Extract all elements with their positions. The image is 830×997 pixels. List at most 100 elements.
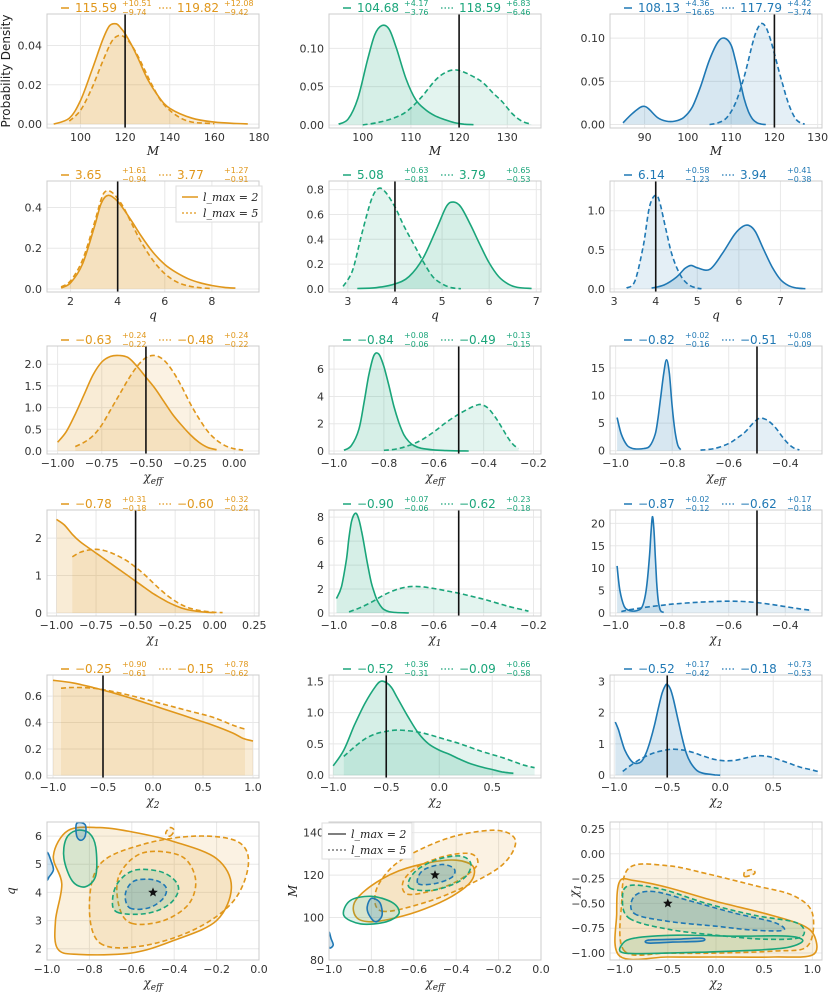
x-axis-label: χeff xyxy=(425,976,447,993)
y-tick-label: 0.8 xyxy=(307,184,325,197)
x-axis-label: q xyxy=(712,308,720,322)
plot-content xyxy=(56,510,223,616)
density-fill-dashed xyxy=(61,687,245,776)
density-fill-solid xyxy=(338,25,474,125)
summary-solid-value: 6.14 xyxy=(638,168,665,182)
y-tick-label: 0.0 xyxy=(25,283,43,296)
y-tick-label: 0 xyxy=(35,607,42,620)
summary-dashed-value: −0.62 xyxy=(459,497,496,511)
panel-0-0: 100 120 140 160 180 0.00 0.02 0.04 M Probability … xyxy=(0,0,270,158)
legend-dashed-label: l_max = 5 xyxy=(351,844,406,857)
y-tick-label: 6 xyxy=(35,830,42,843)
y-tick-label: 0 xyxy=(598,445,605,458)
plot-content xyxy=(622,14,805,128)
plot-content xyxy=(616,346,800,454)
x-tick-label: −0.2 xyxy=(520,457,547,470)
summary-solid-lower: −0.06 xyxy=(404,340,429,349)
x-tick-label: −1.0 xyxy=(316,963,343,976)
summary-solid-value: −0.63 xyxy=(75,333,112,347)
y-tick-label: 0.00 xyxy=(18,118,43,131)
truth-star xyxy=(663,898,673,908)
y-tick-label: −0.75 xyxy=(571,922,605,935)
density-line-solid xyxy=(622,37,766,126)
contour-blue-solid xyxy=(47,851,55,881)
contour-orange-dashed xyxy=(88,835,250,949)
summary-dashed-upper: +0.32 xyxy=(224,495,249,504)
x-tick-label: 8 xyxy=(208,295,215,308)
summary-dashed-upper: +0.73 xyxy=(787,660,812,669)
x-tick-label: 0.5 xyxy=(764,781,782,794)
summary-dashed-value: 119.82 xyxy=(177,1,219,15)
y-tick-label: 6 xyxy=(317,535,324,548)
x-tick-label: 180 xyxy=(249,131,270,144)
y-tick-label: 0.0 xyxy=(25,445,43,458)
summary-dashed-value: 3.79 xyxy=(459,168,486,182)
x-tick-label: −0.6 xyxy=(715,619,742,632)
x-tick-label: −1.0 xyxy=(601,781,628,794)
density-line-dashed xyxy=(383,403,520,452)
y-tick-label: 1 xyxy=(598,738,605,751)
summary-solid-value: 104.68 xyxy=(357,1,399,15)
density-fill-solid xyxy=(617,359,681,451)
plot-content xyxy=(47,822,250,956)
summary-solid-lower: −0.61 xyxy=(122,669,147,678)
summary-solid-upper: +0.02 xyxy=(685,331,710,340)
plot-frame xyxy=(609,345,823,455)
density-fill-solid xyxy=(53,23,248,125)
x-tick-label: −0.50 xyxy=(129,457,163,470)
x-tick-label: −1.0 xyxy=(602,457,629,470)
x-tick-label: 110 xyxy=(721,131,742,144)
x-tick-label: 0.5 xyxy=(483,781,501,794)
posterior-summary: −0.63 +0.24−0.22 −0.48 +0.24−0.22 xyxy=(61,331,249,349)
x-tick-label: −1.00 xyxy=(40,619,74,632)
y-tick-label: 0.5 xyxy=(307,738,325,751)
summary-solid-upper: +4.36 xyxy=(685,0,710,8)
contour-blue-dashed xyxy=(124,878,168,911)
x-axis-label: M xyxy=(428,144,442,158)
density-fill-solid xyxy=(57,355,217,451)
summary-dashed-upper: +0.23 xyxy=(506,495,531,504)
density-line-dashed xyxy=(60,686,246,730)
x-axis-label: q xyxy=(431,308,439,322)
density-line-dashed xyxy=(343,729,535,769)
summary-dashed-upper: +0.41 xyxy=(787,166,812,175)
summary-dashed-upper: +0.65 xyxy=(506,166,531,175)
contour-green-solid xyxy=(342,895,400,926)
posterior-summary: −0.87 +0.02−0.12 −0.62 +0.17−0.18 xyxy=(624,495,812,513)
density-line-dashed xyxy=(348,585,529,613)
truth-star xyxy=(430,870,440,880)
y-tick-label: 2 xyxy=(35,532,42,545)
density-line-solid xyxy=(52,679,254,742)
y-tick-label: 0 xyxy=(317,445,324,458)
density-line-solid xyxy=(338,24,474,126)
density-line-solid xyxy=(616,515,664,614)
y-tick-label: 3 xyxy=(35,915,42,928)
x-axis-label: χ2 xyxy=(708,976,722,993)
density-line-dashed xyxy=(71,548,223,614)
x-tick-label: −0.5 xyxy=(654,781,681,794)
panel-0-2: 90 100 110 120 130 0.00 0.05 0.10 M 108.13 +4.36−1… xyxy=(581,0,829,158)
contour-orange-dashed xyxy=(743,868,756,878)
contour-blue-dashed xyxy=(629,890,786,932)
y-tick-label: 0.2 xyxy=(25,743,43,756)
y-tick-label: 0.25 xyxy=(581,823,606,836)
summary-dashed-value: −0.48 xyxy=(177,333,214,347)
y-tick-label: 10 xyxy=(591,390,605,403)
y-tick-label: 5 xyxy=(35,858,42,871)
x-axis-label: χ2 xyxy=(145,794,159,811)
contour-green-dashed xyxy=(111,868,180,916)
y-tick-label: 120 xyxy=(303,869,324,882)
posterior-summary: 108.13 +4.36−16.65 117.79 +4.42−3.74 xyxy=(624,0,812,17)
x-tick-label: 0.0 xyxy=(250,963,268,976)
summary-dashed-upper: +0.78 xyxy=(224,660,249,669)
plot-content xyxy=(342,181,532,292)
x-tick-label: −0.4 xyxy=(470,619,497,632)
density-fill-solid xyxy=(333,681,514,776)
contour-blue-solid xyxy=(329,931,335,949)
plot-content xyxy=(614,675,818,778)
y-tick-label: 6 xyxy=(317,363,324,376)
y-tick-label: 1.0 xyxy=(588,205,606,218)
panel-4-2: −1.0 −0.5 0.0 0.5 0 1 2 3 χ2 −0.52 +0.17−0.42 −0.18… xyxy=(598,660,823,811)
plot-content xyxy=(343,346,520,454)
